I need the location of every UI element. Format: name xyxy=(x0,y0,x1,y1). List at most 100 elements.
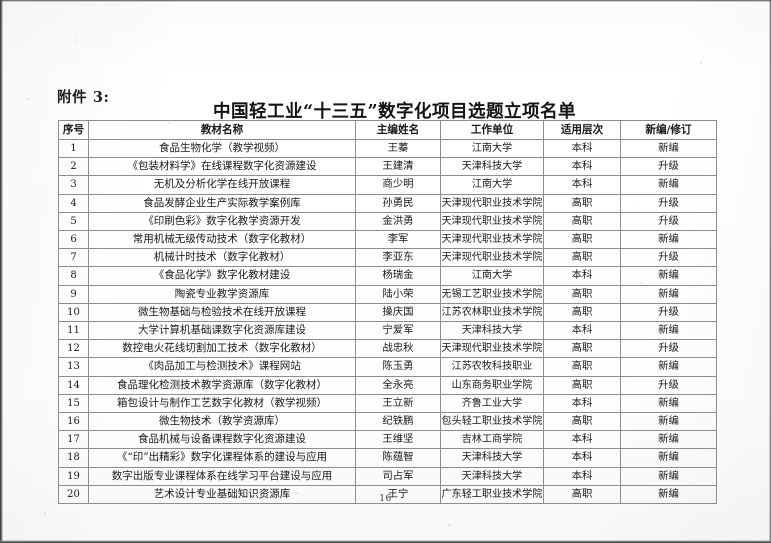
cell-no: 12 xyxy=(58,339,89,359)
cell-chief-editor: 王立新 xyxy=(355,393,441,414)
cell-name: 《包装材料学》在线课程数字化资源建设 xyxy=(88,157,356,177)
table-row: 15 箱包设计与制作工艺数字化教材（教学视频） 王立新 齐鲁工业大学 本科 新编 xyxy=(58,393,717,414)
table-row: 18 《“印”出精彩》数字化课程体系的建设与应用 陈蕴智 天津科技大学 本科 新编 xyxy=(58,448,717,468)
cell-name: 数控电火花线切割加工技术（数字化教材） xyxy=(88,339,356,359)
table-row: 9 陶瓷专业教学资源库 陆小荣 无锡工艺职业技术学院 高职 新编 xyxy=(58,284,717,304)
cell-type: 升级 xyxy=(620,339,717,359)
cell-level: 高职 xyxy=(543,484,621,505)
cell-work-unit: 天津现代职业技术学院 xyxy=(440,248,544,268)
cell-type: 升级 xyxy=(620,193,717,213)
cell-type: 升级 xyxy=(620,157,717,177)
cell-work-unit: 江南大学 xyxy=(440,175,544,195)
cell-chief-editor: 宁爱军 xyxy=(355,321,441,341)
cell-chief-editor: 杨瑞金 xyxy=(355,266,441,286)
cell-type: 新编 xyxy=(620,412,717,432)
table-row: 16 微生物技术（教学资源库） 纪铁鹏 包头轻工职业技术学院 高职 新编 xyxy=(58,412,717,432)
cell-name: 无机及分析化学在线开放课程 xyxy=(88,175,356,195)
cell-name: 食品发酵企业生产实际教学案例库 xyxy=(88,193,356,213)
table-row: 20 艺术设计专业基础知识资源库 王宁 广东轻工职业技术学院 高职 新编 xyxy=(58,484,717,505)
cell-work-unit: 天津现代职业技术学院 xyxy=(440,193,544,213)
cell-chief-editor: 孙勇民 xyxy=(355,193,441,213)
cell-work-unit: 天津科技大学 xyxy=(440,466,544,486)
paper-speckle xyxy=(448,524,451,526)
cell-work-unit: 天津科技大学 xyxy=(440,321,544,341)
table-body: 1 食品生物化学（教学视频） 王蓁 江南大学 本科 新编 2 《包装材料学》在线课程数字化资源… xyxy=(58,138,717,505)
cell-type: 升级 xyxy=(620,248,717,268)
cell-work-unit: 江苏农林职业技术学院 xyxy=(440,302,544,323)
cell-work-unit: 吉林工商学院 xyxy=(440,430,544,450)
cell-type: 新编 xyxy=(620,266,717,286)
cell-no: 17 xyxy=(58,430,89,450)
scan-edge-top xyxy=(0,0,771,2)
page-number: 16 xyxy=(379,494,392,504)
cell-chief-editor: 王维坚 xyxy=(355,430,441,450)
cell-level: 高职 xyxy=(543,302,621,323)
cell-chief-editor: 全永亮 xyxy=(355,375,441,395)
table-row: 14 食品理化检测技术教学资源库（数字化教材） 全永亮 山东商务职业学院 高职 升级 xyxy=(58,375,717,395)
cell-name: 微生物技术（教学资源库） xyxy=(88,412,356,432)
cell-type: 升级 xyxy=(620,302,717,323)
table-row: 10 微生物基础与检验技术在线开放课程 操庆国 江苏农林职业技术学院 高职 升级 xyxy=(58,302,717,323)
cell-chief-editor: 陆小荣 xyxy=(355,284,441,304)
cell-work-unit: 江南大学 xyxy=(440,266,544,286)
cell-name: 陶瓷专业教学资源库 xyxy=(88,284,356,304)
cell-work-unit: 山东商务职业学院 xyxy=(440,375,544,395)
table-row: 6 常用机械无级传动技术（数字化教材） 李军 天津现代职业技术学院 高职 新编 xyxy=(58,230,717,250)
cell-chief-editor: 纪铁鹏 xyxy=(355,412,441,432)
attachment-label: 附件 3: xyxy=(57,89,110,106)
paper-speckle xyxy=(44,512,46,514)
cell-no: 19 xyxy=(58,466,89,486)
cell-no: 16 xyxy=(58,412,89,432)
cell-no: 14 xyxy=(58,375,89,395)
table-row: 4 食品发酵企业生产实际教学案例库 孙勇民 天津现代职业技术学院 高职 升级 xyxy=(58,193,717,213)
cell-name: 食品理化检测技术教学资源库（数字化教材） xyxy=(88,375,356,395)
cell-no: 3 xyxy=(58,175,89,195)
cell-chief-editor: 商少明 xyxy=(355,175,441,195)
cell-type: 新编 xyxy=(620,321,717,341)
cell-type: 新编 xyxy=(620,466,717,486)
table-row: 11 大学计算机基础课数字化资源库建设 宁爱军 天津科技大学 本科 新编 xyxy=(58,321,717,341)
page-title: 中国轻工业“十三五”数字化项目选题立项名单 xyxy=(0,98,771,123)
table-header-row: 序号 教材名称 主编姓名 工作单位 适用层次 新编/修订 xyxy=(58,120,717,140)
cell-no: 1 xyxy=(58,138,89,159)
column-header-chief-editor: 主编姓名 xyxy=(355,120,441,140)
paper-speckle xyxy=(700,62,702,64)
cell-level: 高职 xyxy=(543,357,621,377)
cell-type: 新编 xyxy=(620,393,717,414)
cell-chief-editor: 陈蕴智 xyxy=(355,448,441,468)
table-row: 17 食品机械与设备课程数字化资源建设 王维坚 吉林工商学院 本科 新编 xyxy=(58,430,717,450)
cell-name: 机械计时技术（数字化教材） xyxy=(88,248,356,268)
paper-speckle xyxy=(75,39,77,41)
cell-level: 本科 xyxy=(543,448,621,468)
cell-level: 本科 xyxy=(543,321,621,341)
cell-work-unit: 无锡工艺职业技术学院 xyxy=(440,284,544,304)
cell-level: 本科 xyxy=(543,466,621,486)
cell-type: 新编 xyxy=(620,175,717,195)
cell-name: 《肉品加工与检测技术》课程网站 xyxy=(88,357,356,377)
cell-level: 本科 xyxy=(543,430,621,450)
cell-no: 11 xyxy=(58,321,89,341)
table-row: 19 数字出版专业课程体系在线学习平台建设与应用 司占军 天津科技大学 本科 新编 xyxy=(58,466,717,486)
column-header-name: 教材名称 xyxy=(88,120,356,140)
table-header: 序号 教材名称 主编姓名 工作单位 适用层次 新编/修订 xyxy=(58,120,717,140)
cell-level: 高职 xyxy=(543,284,621,304)
cell-name: 《印刷色彩》数字化教学资源开发 xyxy=(88,211,356,232)
table-row: 3 无机及分析化学在线开放课程 商少明 江南大学 本科 新编 xyxy=(58,175,717,195)
cell-chief-editor: 李亚东 xyxy=(355,248,441,268)
cell-name: 食品生物化学（教学视频） xyxy=(88,138,356,159)
paper-speckle xyxy=(26,98,29,100)
cell-level: 高职 xyxy=(543,412,621,432)
cell-no: 5 xyxy=(58,211,89,232)
cell-chief-editor: 战忠秋 xyxy=(355,339,441,359)
cell-work-unit: 包头轻工职业技术学院 xyxy=(440,412,544,432)
cell-level: 本科 xyxy=(543,393,621,414)
cell-chief-editor: 李军 xyxy=(355,230,441,250)
cell-type: 升级 xyxy=(620,211,717,232)
cell-level: 高职 xyxy=(543,193,621,213)
cell-level: 本科 xyxy=(543,157,621,177)
cell-type: 新编 xyxy=(620,430,717,450)
cell-no: 2 xyxy=(58,157,89,177)
cell-name: 大学计算机基础课数字化资源库建设 xyxy=(88,321,356,341)
cell-type: 新编 xyxy=(620,484,717,505)
